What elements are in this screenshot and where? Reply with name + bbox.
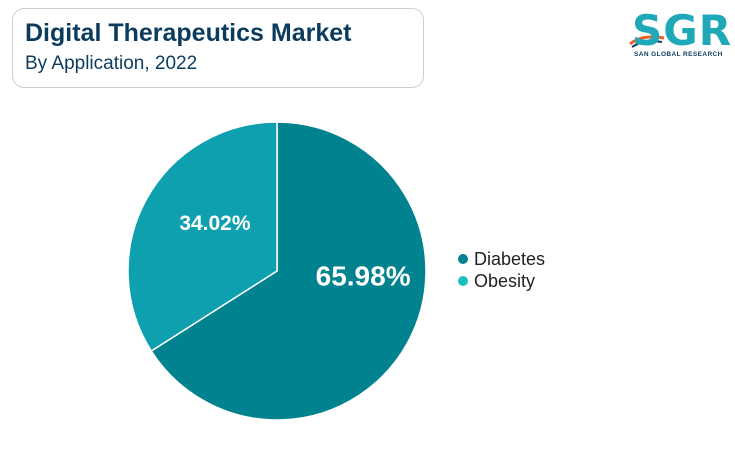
legend-item-diabetes: Diabetes (458, 248, 545, 270)
logo-text: SGR (632, 6, 733, 55)
legend-swatch-obesity (458, 276, 468, 286)
slice-label-diabetes: 65.98% (316, 261, 411, 292)
logo-tagline: SAN GLOBAL RESEARCH (634, 51, 723, 58)
chart-subtitle: By Application, 2022 (25, 53, 198, 74)
chart-legend: Diabetes Obesity (458, 248, 545, 292)
logo-swoosh-icon (629, 35, 665, 48)
legend-label-diabetes: Diabetes (474, 248, 546, 269)
legend-swatch-diabetes (458, 254, 468, 264)
title-box: Digital Therapeutics Market By Applicati… (12, 8, 424, 88)
legend-item-obesity: Obesity (458, 270, 545, 292)
slice-label-obesity: 34.02% (179, 212, 251, 235)
chart-title: Digital Therapeutics Market (25, 19, 352, 47)
pie-slice-obesity (127, 121, 278, 353)
brand-logo: SGR SAN GLOBAL RESEARCH (628, 6, 731, 66)
legend-label-obesity: Obesity (474, 270, 536, 291)
pie-slice-diabetes (150, 121, 427, 421)
